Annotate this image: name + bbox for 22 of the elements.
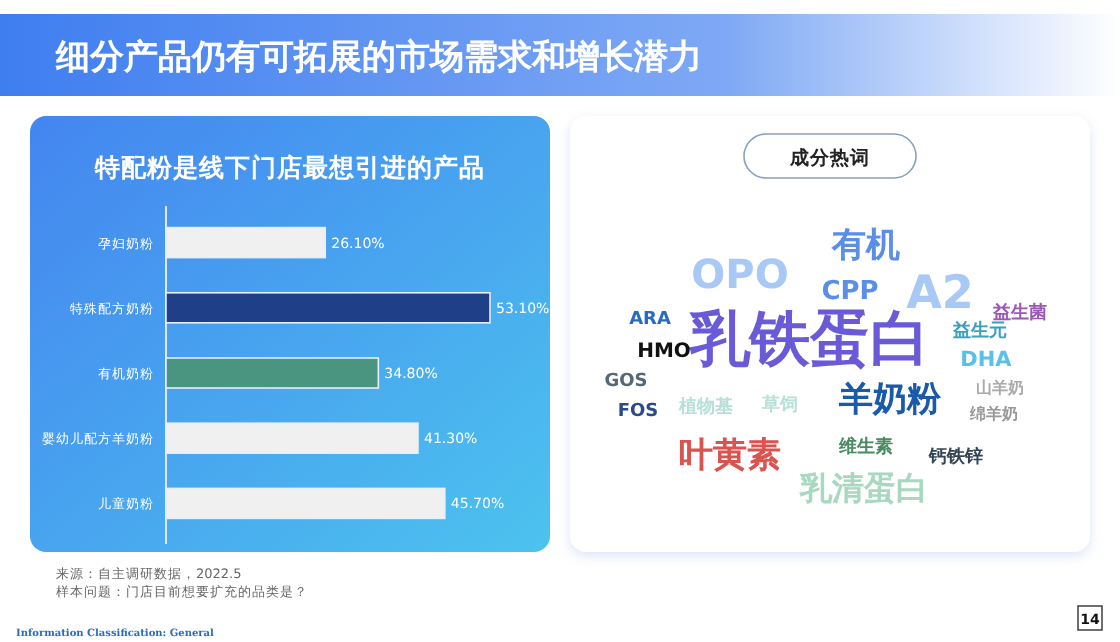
text: 山羊奶 bbox=[976, 379, 1024, 397]
text: 益生菌 bbox=[991, 302, 1047, 324]
text: 乳清蛋白 bbox=[798, 469, 928, 507]
text: HMO bbox=[637, 341, 691, 363]
text: 有机 bbox=[830, 226, 900, 266]
text: 钙铁锌 bbox=[927, 446, 983, 468]
text: FOS bbox=[617, 402, 659, 422]
text: 成分热词 bbox=[788, 146, 870, 170]
text: 叶黄素 bbox=[679, 436, 781, 476]
text: 益生元 bbox=[951, 320, 1007, 342]
text: 细分产品仍有可拓展的市场需求和增长潜力 bbox=[54, 38, 702, 78]
text: 植物基 bbox=[677, 396, 733, 418]
text: 草饲 bbox=[760, 394, 798, 416]
text: 羊奶粉 bbox=[837, 380, 943, 420]
text: ARA bbox=[629, 310, 671, 330]
text: 维生素 bbox=[837, 436, 893, 458]
chart-title: 特配粉是线下门店最想引进的产品 bbox=[93, 152, 485, 182]
text: DHA bbox=[960, 348, 1014, 372]
text: 绵羊奶 bbox=[968, 405, 1018, 423]
text: CPP bbox=[821, 277, 879, 307]
text: OPO bbox=[691, 250, 789, 298]
text: GOS bbox=[604, 372, 648, 392]
